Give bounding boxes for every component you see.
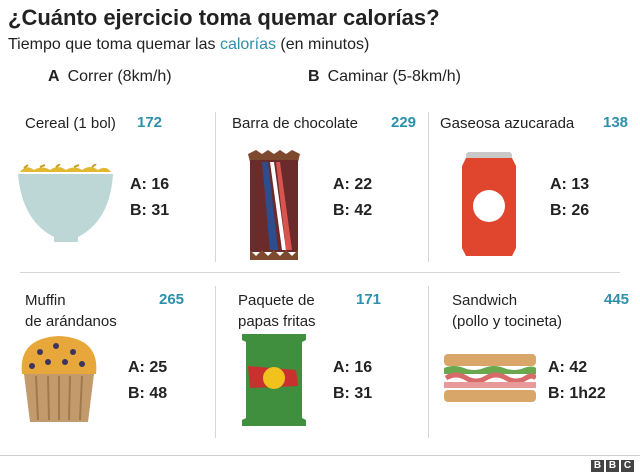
legend-b-key: B bbox=[308, 68, 320, 85]
bbc-logo-letter: B bbox=[606, 460, 619, 472]
run-minutes: A: 42 bbox=[548, 359, 588, 376]
subtitle-text: Tiempo que toma quemar las bbox=[8, 36, 220, 53]
column-divider bbox=[428, 286, 429, 438]
legend-a: A Correr (8km/h) bbox=[48, 68, 172, 86]
footer-rule bbox=[0, 455, 640, 456]
soda-can-icon bbox=[462, 152, 516, 256]
item-name: Sandwich bbox=[452, 292, 518, 309]
run-minutes: A: 25 bbox=[128, 359, 168, 376]
run-minutes: A: 16 bbox=[130, 176, 170, 193]
chips-bag-icon bbox=[242, 334, 306, 426]
page-title: ¿Cuánto ejercicio toma quemar calorías? bbox=[8, 5, 440, 30]
item-calories: 445 bbox=[604, 291, 630, 308]
subtitle-suffix: (en minutos) bbox=[275, 36, 370, 53]
item-name-line2: (pollo y tocineta) bbox=[452, 313, 563, 330]
chocolate-bar-icon bbox=[248, 150, 300, 260]
item-name: Gaseosa azucarada bbox=[440, 115, 575, 132]
run-minutes: A: 13 bbox=[550, 176, 590, 193]
bbc-logo-letter: C bbox=[621, 460, 634, 472]
item-calories: 172 bbox=[137, 114, 163, 131]
column-divider bbox=[428, 112, 429, 262]
walk-minutes: B: 31 bbox=[130, 202, 170, 219]
column-divider bbox=[215, 112, 216, 262]
item-name: Cereal (1 bol) bbox=[25, 115, 116, 132]
walk-minutes: B: 31 bbox=[333, 385, 373, 402]
run-minutes: A: 22 bbox=[333, 176, 373, 193]
bbc-logo-letter: B bbox=[591, 460, 604, 472]
item-calories: 229 bbox=[391, 114, 417, 131]
run-minutes: A: 16 bbox=[333, 359, 373, 376]
bbc-logo: B B C bbox=[591, 460, 634, 472]
legend-b-label: Caminar (5-8km/h) bbox=[327, 68, 461, 85]
item-name-line2: papas fritas bbox=[238, 313, 316, 330]
sandwich-icon bbox=[444, 354, 536, 402]
cereal-bowl-icon bbox=[18, 164, 113, 242]
item-calories: 265 bbox=[159, 291, 185, 308]
walk-minutes: B: 26 bbox=[550, 202, 590, 219]
item-name: Muffin bbox=[25, 292, 66, 309]
legend-a-label: Correr (8km/h) bbox=[67, 68, 172, 85]
walk-minutes: B: 42 bbox=[333, 202, 373, 219]
column-divider bbox=[215, 286, 216, 438]
item-calories: 138 bbox=[603, 114, 629, 131]
item-name: Paquete de bbox=[238, 292, 315, 309]
subtitle-accent: calorías bbox=[219, 36, 276, 53]
item-name: Barra de chocolate bbox=[232, 115, 358, 132]
item-name-line2: de arándanos bbox=[25, 313, 117, 330]
row-divider bbox=[20, 272, 620, 273]
page-subtitle: Tiempo que toma quemar las calorías (en … bbox=[8, 36, 369, 54]
legend-b: B Caminar (5-8km/h) bbox=[308, 68, 461, 86]
item-calories: 171 bbox=[356, 291, 382, 308]
walk-minutes: B: 48 bbox=[128, 385, 168, 402]
legend-a-key: A bbox=[48, 68, 60, 85]
blueberry-muffin-icon bbox=[21, 336, 97, 422]
walk-minutes: B: 1h22 bbox=[548, 385, 606, 402]
